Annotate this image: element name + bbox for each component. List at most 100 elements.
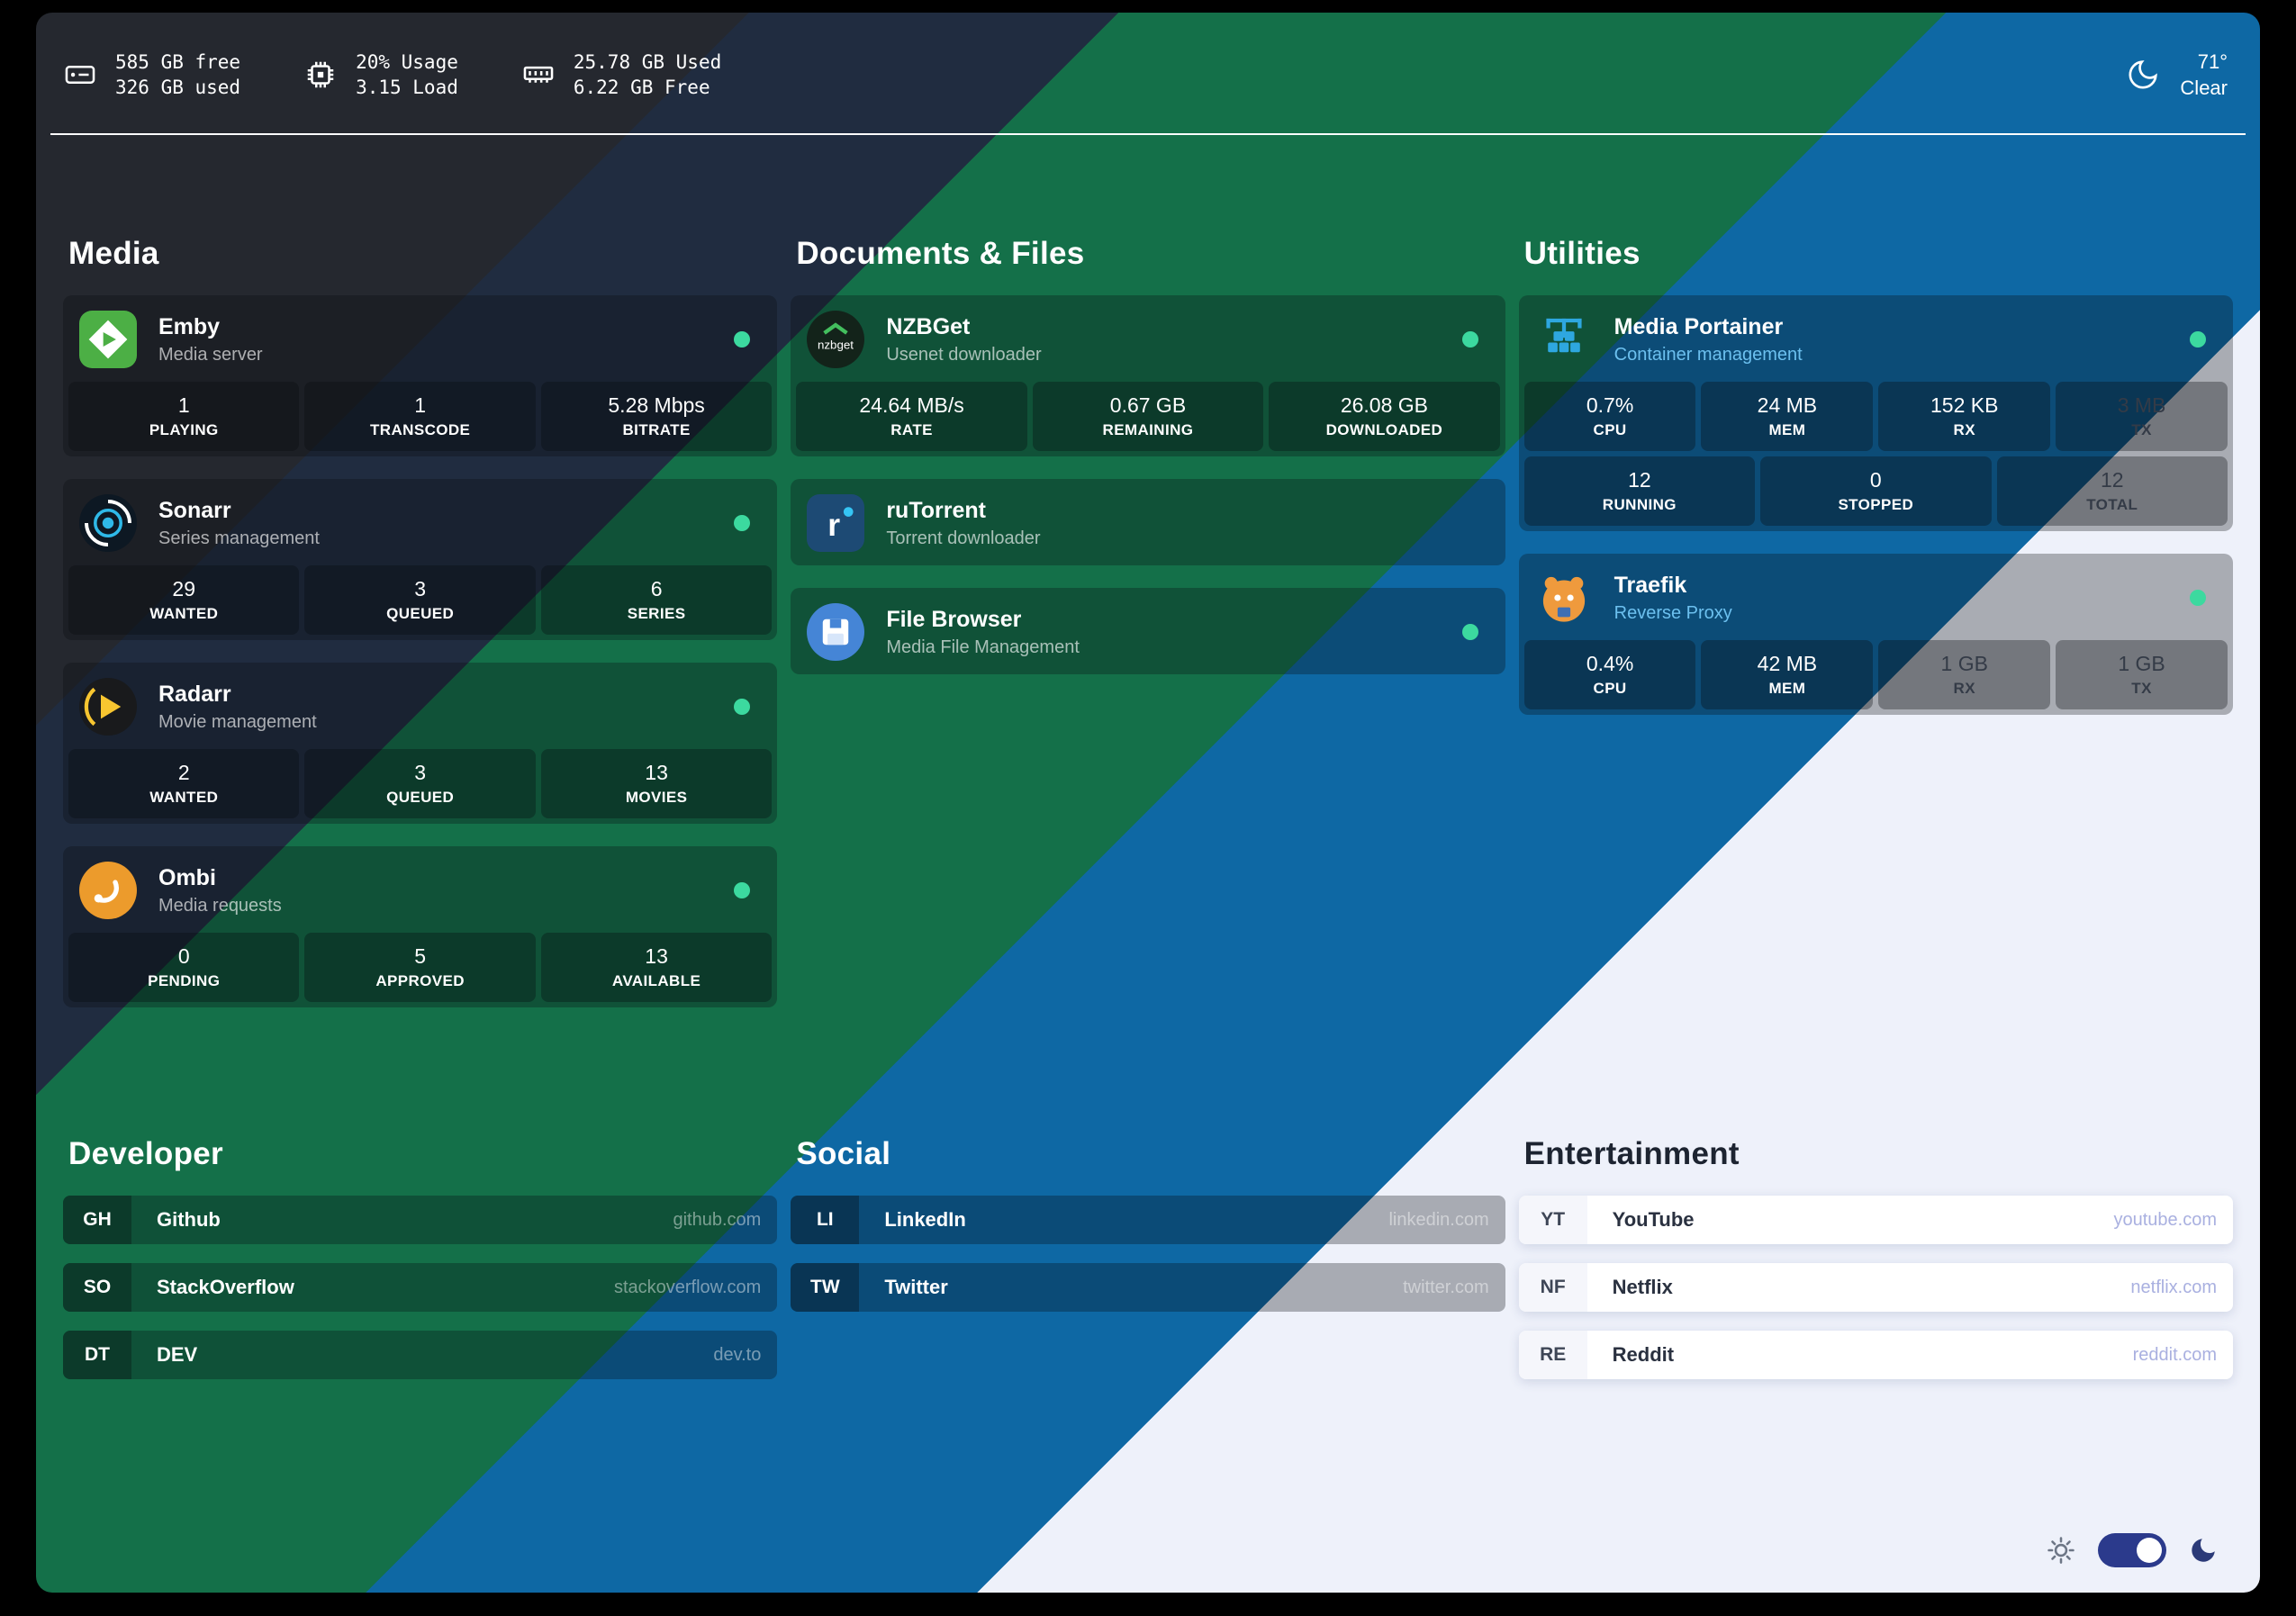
stat-cell: 5.28 Mbps BITRATE <box>540 382 773 451</box>
weather-condition: Clear <box>2180 77 2228 99</box>
app-subtitle: Media File Management <box>886 636 1080 657</box>
section-title-developer: Developer <box>68 1136 223 1171</box>
stat-cell: 42 MB MEM <box>1701 640 1874 709</box>
bookmark-reddit[interactable]: RE Reddit reddit.com <box>1518 1331 2233 1379</box>
section-title-documents: Documents & Files <box>796 236 1085 271</box>
section-title-utilities: Utilities <box>1523 236 1641 271</box>
rutorrent-letter: r <box>828 507 841 543</box>
stat-cell: 152 KB RX <box>1878 382 2051 451</box>
app-title: Emby <box>158 313 221 339</box>
bookmark-stackoverflow[interactable]: SO StackOverflow stackoverflow.com <box>63 1263 778 1312</box>
bookmark-url: dev.to <box>713 1344 762 1365</box>
weather-moon-icon <box>2126 58 2160 92</box>
bookmark-tag: LI <box>791 1196 860 1244</box>
status-dot <box>734 515 751 531</box>
app-card-nzbget[interactable]: nzbget NZBGet Usenet downloader 24.64 MB… <box>791 295 1505 456</box>
section-title-entertainment: Entertainment <box>1523 1136 1740 1171</box>
ombi-icon <box>79 862 137 919</box>
app-title: ruTorrent <box>886 497 986 523</box>
app-card-filebrowser[interactable]: File Browser Media File Management <box>791 588 1505 674</box>
bookmark-url: twitter.com <box>1403 1277 1489 1297</box>
bookmark-tag: SO <box>63 1263 131 1312</box>
bookmark-url: stackoverflow.com <box>613 1277 762 1297</box>
stat-cell: 0.67 GB REMAINING <box>1032 382 1264 451</box>
stat-cell: 1 PLAYING <box>68 382 300 451</box>
app-title: File Browser <box>886 606 1022 632</box>
bookmark-url: netflix.com <box>2130 1277 2217 1297</box>
stat-cell: 1 GB TX <box>2056 640 2228 709</box>
system-stats-bar: 585 GB free 326 GB used 20% Usage 3.15 L… <box>36 13 2260 101</box>
section-social: Social LI LinkedIn linkedin.com TW Twitt… <box>791 1136 1505 1398</box>
status-dot <box>1461 331 1478 348</box>
memory-icon <box>521 58 556 92</box>
status-dot <box>734 882 751 898</box>
nzbget-icon: nzbget <box>807 311 865 368</box>
app-card-traefik[interactable]: Traefik Reverse Proxy 0.4% CPU 42 MB MEM 1… <box>1518 554 2233 715</box>
app-title: Sonarr <box>158 497 231 523</box>
bookmark-netflix[interactable]: NF Netflix netflix.com <box>1518 1263 2233 1312</box>
memory-free: 6.22 GB Free <box>573 77 710 98</box>
disk-used: 326 GB used <box>115 77 241 98</box>
stat-cell: 3 MB TX <box>2056 382 2228 451</box>
portainer-icon <box>1535 311 1593 368</box>
app-title: Media Portainer <box>1614 313 1784 339</box>
stat-cell: 24.64 MB/s RATE <box>796 382 1027 451</box>
bookmark-name: Netflix <box>1612 1276 1673 1298</box>
stat-cell: 0.7% CPU <box>1523 382 1696 451</box>
app-card-emby[interactable]: Emby Media server 1 PLAYING 1 TRANSCODE 5.… <box>63 295 778 456</box>
app-subtitle: Reverse Proxy <box>1614 602 1732 623</box>
section-documents: Documents & Files nzbget NZBGet Usenet d… <box>791 236 1505 1030</box>
dark-mode-toggle[interactable] <box>2098 1533 2166 1567</box>
bookmark-linkedin[interactable]: LI LinkedIn linkedin.com <box>791 1196 1505 1244</box>
stat-cell: 24 MB MEM <box>1701 382 1874 451</box>
cpu-usage: 20% Usage <box>356 51 458 73</box>
app-card-ombi[interactable]: Ombi Media requests 0 PENDING 5 APPROVED 1… <box>63 846 778 1007</box>
status-dot <box>734 331 751 348</box>
sun-icon[interactable] <box>2046 1535 2076 1566</box>
section-title-media: Media <box>68 236 159 271</box>
bookmark-name: Reddit <box>1612 1343 1675 1366</box>
bookmark-github[interactable]: GH Github github.com <box>63 1196 778 1244</box>
filebrowser-icon <box>807 603 865 661</box>
section-media: Media Emby Media server 1 PLAYING <box>63 236 778 1030</box>
app-subtitle: Movie management <box>158 711 317 732</box>
bookmark-url: youtube.com <box>2113 1209 2217 1230</box>
cpu-stat: 20% Usage 3.15 Load <box>303 50 458 100</box>
nzbget-wordmark: nzbget <box>818 339 854 352</box>
cpu-icon <box>303 58 338 92</box>
status-dot <box>1461 624 1478 640</box>
app-card-rutorrent[interactable]: r ruTorrent Torrent downloader <box>791 479 1505 565</box>
sonarr-icon <box>79 494 137 552</box>
bookmark-youtube[interactable]: YT YouTube youtube.com <box>1518 1196 2233 1244</box>
app-card-radarr[interactable]: Radarr Movie management 2 WANTED 3 QUEUED … <box>63 663 778 824</box>
memory-used: 25.78 GB Used <box>573 51 722 73</box>
app-title: Ombi <box>158 864 216 890</box>
cpu-load: 3.15 Load <box>356 77 458 98</box>
bookmark-twitter[interactable]: TW Twitter twitter.com <box>791 1263 1505 1312</box>
theme-switcher <box>2046 1533 2219 1567</box>
bookmark-name: Twitter <box>884 1276 948 1298</box>
bookmark-name: Github <box>157 1208 221 1231</box>
rutorrent-icon: r <box>807 494 865 552</box>
moon-icon[interactable] <box>2188 1535 2219 1566</box>
toggle-knob <box>2137 1538 2162 1563</box>
bookmark-dev[interactable]: DT DEV dev.to <box>63 1331 778 1379</box>
bookmark-tag: GH <box>63 1196 131 1244</box>
app-subtitle: Container management <box>1614 344 1803 365</box>
bookmark-url: reddit.com <box>2132 1344 2217 1365</box>
stat-cell: 5 APPROVED <box>304 933 536 1002</box>
stat-cell: 3 QUEUED <box>304 749 536 818</box>
status-dot <box>2189 331 2206 348</box>
app-title: Traefik <box>1614 572 1687 598</box>
app-subtitle: Media requests <box>158 895 282 916</box>
stat-cell: 3 QUEUED <box>304 565 536 635</box>
stat-cell: 0.4% CPU <box>1523 640 1696 709</box>
app-card-portainer[interactable]: Media Portainer Container management 0.7… <box>1518 295 2233 531</box>
app-title: Radarr <box>158 681 231 707</box>
stat-cell: 13 AVAILABLE <box>540 933 773 1002</box>
stat-cell: 26.08 GB DOWNLOADED <box>1269 382 1500 451</box>
bookmark-tag: DT <box>63 1331 131 1379</box>
app-card-sonarr[interactable]: Sonarr Series management 29 WANTED 3 QUEUE… <box>63 479 778 640</box>
app-subtitle: Usenet downloader <box>886 344 1042 365</box>
section-entertainment: Entertainment YT YouTube youtube.com NF … <box>1518 1136 2233 1398</box>
